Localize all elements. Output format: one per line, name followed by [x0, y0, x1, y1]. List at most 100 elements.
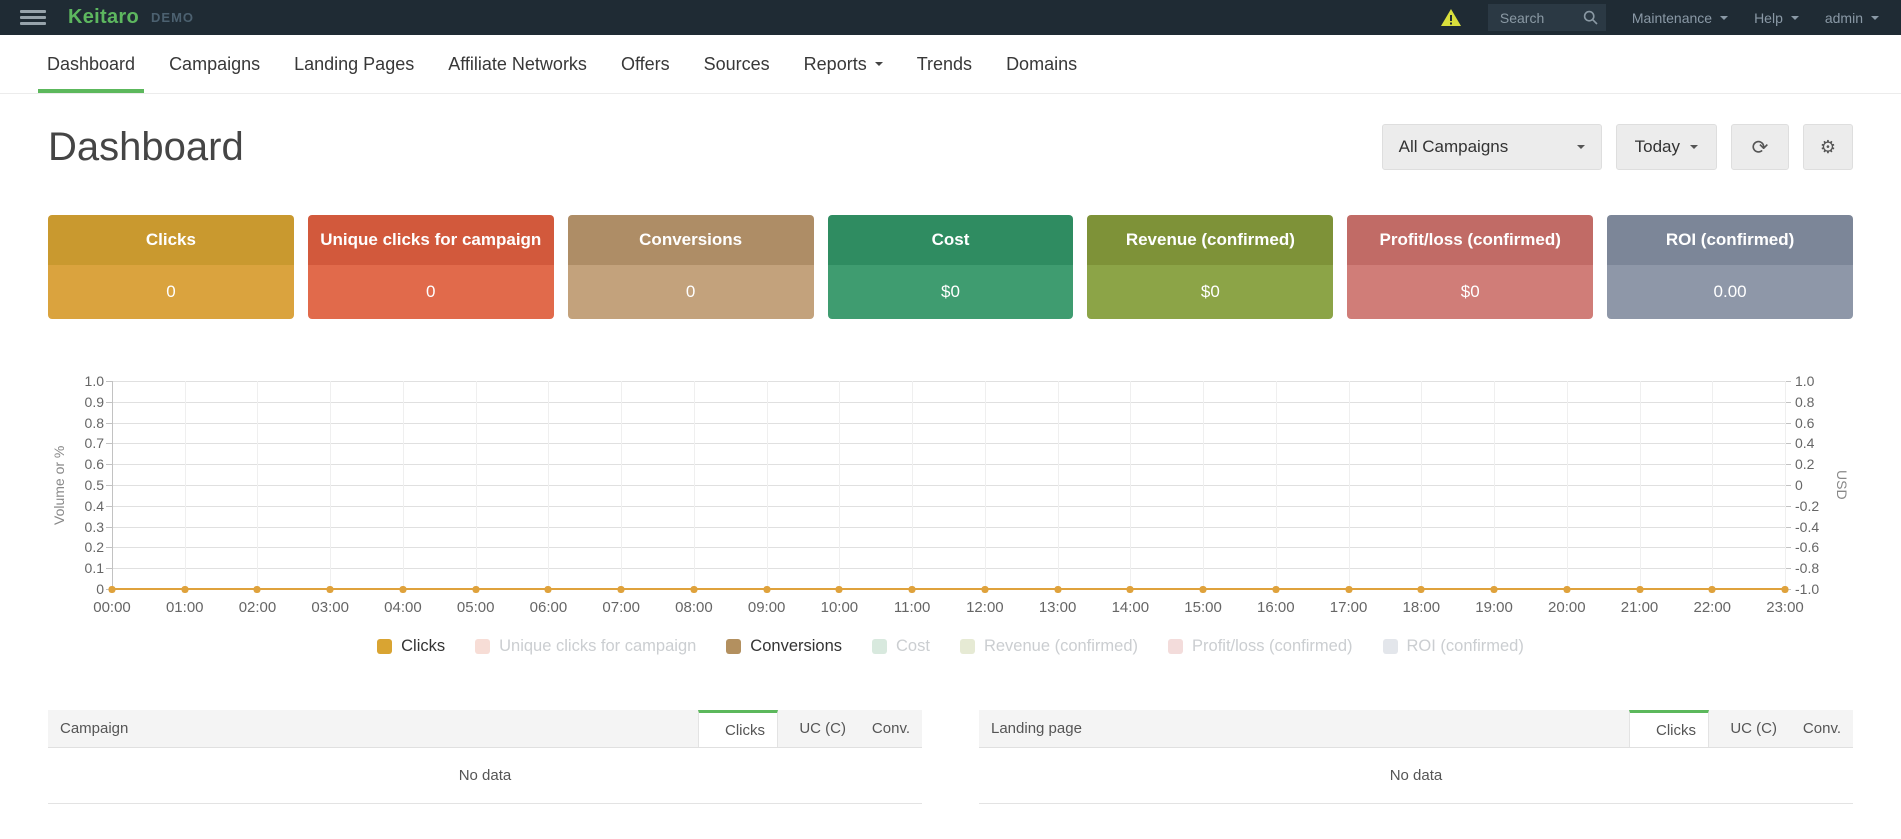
axis-tick [1785, 401, 1791, 403]
maintenance-menu[interactable]: Maintenance [1632, 10, 1729, 26]
legend-item-profit-loss-confirmed[interactable]: Profit/loss (confirmed) [1168, 637, 1353, 656]
settings-button[interactable]: ⚙ [1803, 124, 1853, 170]
nav-item-trends[interactable]: Trends [900, 35, 989, 93]
date-filter-dropdown[interactable]: Today [1615, 124, 1717, 170]
gridline [1057, 381, 1059, 589]
stat-card-title: Profit/loss (confirmed) [1347, 215, 1594, 265]
right-axis-tick-label: -1.0 [1795, 581, 1820, 597]
left-axis-tick-label: 0.6 [84, 456, 104, 473]
stat-card-title: Revenue (confirmed) [1087, 215, 1334, 265]
help-menu[interactable]: Help [1754, 10, 1799, 26]
left-axis-tick-label: 0.2 [84, 539, 104, 556]
caret-down-icon [1871, 15, 1879, 20]
table-header-cell-clicks[interactable]: Clicks [698, 710, 778, 747]
legend-item-cost[interactable]: Cost [872, 637, 930, 656]
axis-tick [106, 485, 112, 486]
traffic-chart: Volume or % 1.0 0.9 0.8 0.7 0.6 0.5 0.4 0.3 0.2 0… [48, 373, 1853, 616]
nav-item-label: Sources [703, 53, 770, 74]
nav-item-sources[interactable]: Sources [687, 35, 787, 93]
campaign-filter-dropdown[interactable]: All Campaigns [1381, 124, 1602, 170]
x-axis-tick-label: 09:00 [747, 599, 786, 616]
axis-tick [106, 464, 112, 466]
left-axis-tick-label: 0.8 [84, 414, 104, 431]
legend-swatch [1382, 639, 1398, 654]
stat-cards: Clicks 0 Unique clicks for campaign 0 Conver… [48, 215, 1854, 319]
legend-label: Revenue (confirmed) [983, 637, 1139, 655]
nav-item-reports[interactable]: Reports [787, 35, 900, 93]
table-header-cell-clicks[interactable]: Clicks [1629, 710, 1709, 747]
search-input[interactable] [1487, 4, 1606, 31]
legend-swatch [475, 639, 491, 654]
axis-tick [106, 401, 112, 403]
nav-item-label: Trends [916, 53, 973, 74]
legend-item-unique-clicks-for-campaign[interactable]: Unique clicks for campaign [475, 637, 696, 656]
x-axis-tick-label: 07:00 [602, 599, 640, 616]
refresh-icon: ⟳ [1751, 136, 1769, 159]
axis-tick [1785, 422, 1791, 424]
nav-item-label: Campaigns [169, 53, 261, 74]
axis-tick [1785, 485, 1791, 486]
search-icon[interactable] [1583, 10, 1598, 25]
summary-tables: Campaign Clicks UC (C) Conv. No data Landing … [48, 710, 1853, 804]
axis-tick [106, 443, 112, 445]
refresh-button[interactable]: ⟳ [1731, 124, 1789, 170]
gridline [330, 381, 332, 589]
stat-card-conversions: Conversions 0 [567, 215, 814, 319]
right-axis-tick-label: 0.2 [1795, 456, 1815, 473]
gridline [257, 381, 259, 589]
nav-item-campaigns[interactable]: Campaigns [152, 35, 277, 93]
x-axis-tick-label: 16:00 [1257, 599, 1295, 616]
caret-down-icon [1690, 145, 1698, 149]
caret-down-icon [874, 62, 883, 66]
hamburger-menu-icon[interactable] [20, 10, 46, 25]
gridline [112, 505, 1785, 507]
help-menu-label: Help [1754, 9, 1783, 26]
nav-item-affiliate-networks[interactable]: Affiliate Networks [431, 35, 604, 93]
right-axis-tick-label: 0.4 [1795, 435, 1815, 452]
stat-card-profit-loss-confirmed: Profit/loss (confirmed) $0 [1347, 215, 1594, 319]
axis-tick [1785, 526, 1791, 528]
right-axis-tick-label: -0.2 [1795, 497, 1820, 514]
table-header-cell-conv[interactable]: Conv. [871, 720, 910, 737]
nav-item-dashboard[interactable]: Dashboard [30, 35, 152, 93]
gridline [112, 422, 1785, 424]
table-header-cell-conv[interactable]: Conv. [1802, 720, 1841, 737]
legend-item-clicks[interactable]: Clicks [377, 637, 445, 656]
x-axis-tick-label: 18:00 [1402, 599, 1441, 616]
app-logo[interactable]: Keitaro [68, 6, 140, 28]
demo-badge: DEMO [151, 10, 195, 25]
table-landing-pages: Landing page Clicks UC (C) Conv. No data [979, 710, 1853, 804]
gridline [1785, 381, 1786, 589]
gridline [1203, 381, 1205, 589]
legend-item-revenue-confirmed[interactable]: Revenue (confirmed) [959, 637, 1139, 656]
warning-icon[interactable] [1440, 8, 1462, 27]
stat-card-clicks: Clicks 0 [48, 215, 294, 319]
nav-item-offers[interactable]: Offers [604, 35, 687, 93]
legend-item-roi-confirmed[interactable]: ROI (confirmed) [1382, 637, 1524, 656]
admin-user-menu-label: admin [1824, 9, 1863, 26]
table-header-cell-uc-c[interactable]: UC (C) [1730, 720, 1777, 737]
nav-item-landing-pages[interactable]: Landing Pages [277, 35, 431, 93]
admin-user-menu[interactable]: admin [1825, 10, 1879, 26]
stat-card-title: Clicks [48, 215, 294, 265]
x-axis-tick-label: 22:00 [1693, 599, 1732, 616]
axis-tick [1785, 547, 1791, 549]
legend-item-conversions[interactable]: Conversions [726, 637, 842, 656]
left-axis-tick-label: 0 [96, 581, 104, 597]
gridline [112, 443, 1785, 445]
chart-plot-area: 00:00 01:00 02:00 03:00 04:00 05:00 06:00 07:00… [93, 381, 1804, 616]
gear-icon: ⚙ [1819, 136, 1837, 157]
campaign-filter-value: All Campaigns [1398, 137, 1509, 156]
stat-card-title: Unique clicks for campaign [307, 215, 554, 265]
x-axis-tick-label: 19:00 [1475, 599, 1513, 616]
gridline [112, 547, 1785, 549]
legend-label: Profit/loss (confirmed) [1192, 637, 1353, 655]
left-axis-ticks: 1.0 0.9 0.8 0.7 0.6 0.5 0.4 0.3 0.2 0.1 0 [70, 373, 112, 597]
gridline [402, 381, 404, 589]
x-axis-tick-label: 15:00 [1184, 599, 1222, 616]
table-header-cell-uc-c[interactable]: UC (C) [799, 720, 846, 737]
chart-legend: Clicks Unique clicks for campaign Conversi… [0, 637, 1901, 656]
x-axis-tick-label: 04:00 [384, 599, 422, 616]
stat-card-title: Conversions [567, 215, 814, 265]
nav-item-domains[interactable]: Domains [989, 35, 1094, 93]
